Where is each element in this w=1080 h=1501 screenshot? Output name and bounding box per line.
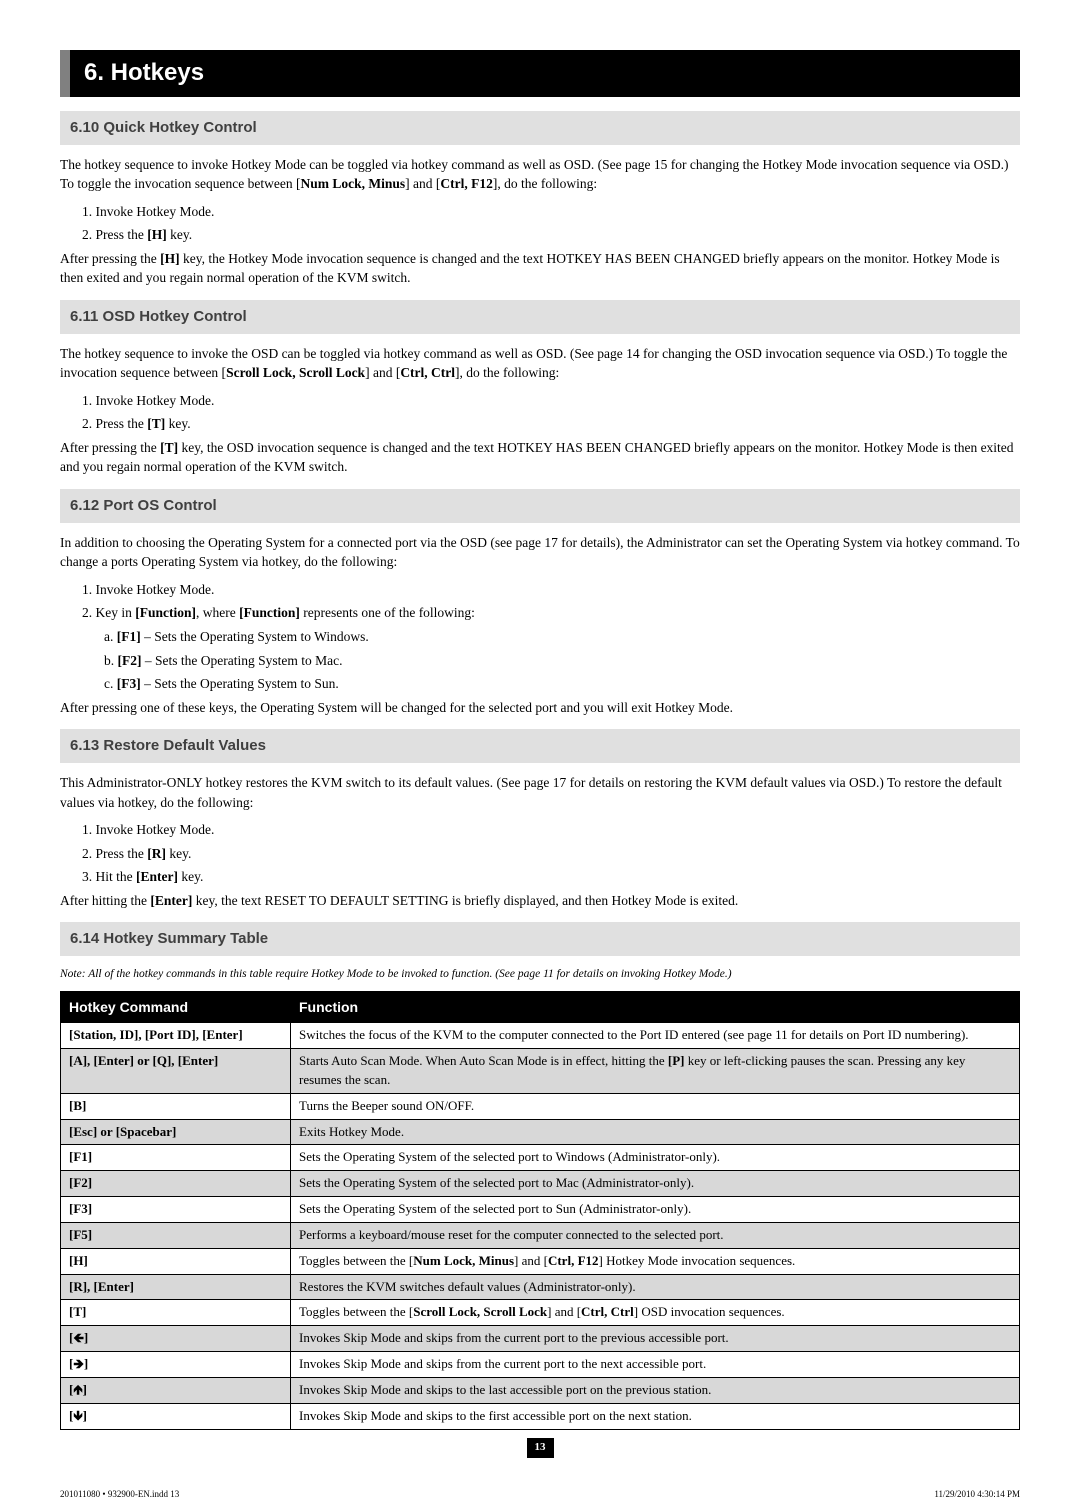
section-612-header: 6.12 Port OS Control xyxy=(60,489,1020,523)
th-command: Hotkey Command xyxy=(61,991,291,1022)
s613-li3: 3. Hit the [Enter] key. xyxy=(82,867,1020,887)
s612-sb: b. [F2] – Sets the Operating System to M… xyxy=(104,651,1020,671)
table-row: [T] Toggles between the [Scroll Lock, Sc… xyxy=(61,1300,1020,1326)
s611-p2: After pressing the [T] key, the OSD invo… xyxy=(60,438,1020,477)
table-row: [Esc] or [Spacebar] Exits Hotkey Mode. xyxy=(61,1119,1020,1145)
s613-p1: This Administrator-ONLY hotkey restores … xyxy=(60,773,1020,812)
page-number: 13 xyxy=(527,1438,554,1458)
s612-sa: a. [F1] – Sets the Operating System to W… xyxy=(104,627,1020,647)
table-row: [H] Toggles between the [Num Lock, Minus… xyxy=(61,1248,1020,1274)
s610-p2: After pressing the [H] key, the Hotkey M… xyxy=(60,249,1020,288)
table-row: [🡹] Invokes Skip Mode and skips to the l… xyxy=(61,1377,1020,1403)
th-function: Function xyxy=(291,991,1020,1022)
s610-li2: 2. Press the [H] key. xyxy=(82,225,1020,245)
s612-p1: In addition to choosing the Operating Sy… xyxy=(60,533,1020,572)
table-row: [B] Turns the Beeper sound ON/OFF. xyxy=(61,1093,1020,1119)
s612-sc: c. [F3] – Sets the Operating System to S… xyxy=(104,674,1020,694)
s611-p1: The hotkey sequence to invoke the OSD ca… xyxy=(60,344,1020,383)
s611-li2: 2. Press the [T] key. xyxy=(82,414,1020,434)
s612-li2: 2. Key in [Function], where [Function] r… xyxy=(82,603,1020,623)
table-row: [F5] Performs a keyboard/mouse reset for… xyxy=(61,1222,1020,1248)
footer: 201011080 • 932900-EN.indd 13 11/29/2010… xyxy=(60,1488,1020,1501)
table-row: [F2] Sets the Operating System of the se… xyxy=(61,1171,1020,1197)
table-row: [Station, ID], [Port ID], [Enter] Switch… xyxy=(61,1023,1020,1049)
table-row: [R], [Enter] Restores the KVM switches d… xyxy=(61,1274,1020,1300)
hotkey-summary-table: Hotkey Command Function [Station, ID], [… xyxy=(60,991,1020,1430)
s610-li1: 1. Invoke Hotkey Mode. xyxy=(82,202,1020,222)
table-row: [🡸] Invokes Skip Mode and skips from the… xyxy=(61,1326,1020,1352)
table-row: [A], [Enter] or [Q], [Enter] Starts Auto… xyxy=(61,1048,1020,1093)
footer-right: 11/29/2010 4:30:14 PM xyxy=(934,1488,1020,1501)
s612-p2: After pressing one of these keys, the Op… xyxy=(60,698,1020,718)
table-row: [🡻] Invokes Skip Mode and skips to the f… xyxy=(61,1403,1020,1429)
s614-note: Note: All of the hotkey commands in this… xyxy=(60,966,1020,983)
s613-p2: After hitting the [Enter] key, the text … xyxy=(60,891,1020,911)
footer-left: 201011080 • 932900-EN.indd 13 xyxy=(60,1488,179,1501)
s610-p1: The hotkey sequence to invoke Hotkey Mod… xyxy=(60,155,1020,194)
s612-li1: 1. Invoke Hotkey Mode. xyxy=(82,580,1020,600)
section-611-header: 6.11 OSD Hotkey Control xyxy=(60,300,1020,334)
section-610-header: 6.10 Quick Hotkey Control xyxy=(60,111,1020,145)
s611-li1: 1. Invoke Hotkey Mode. xyxy=(82,391,1020,411)
table-row: [F1] Sets the Operating System of the se… xyxy=(61,1145,1020,1171)
table-row: [🡺] Invokes Skip Mode and skips from the… xyxy=(61,1352,1020,1378)
chapter-header: 6. Hotkeys xyxy=(60,50,1020,97)
table-row: [F3] Sets the Operating System of the se… xyxy=(61,1197,1020,1223)
section-614-header: 6.14 Hotkey Summary Table xyxy=(60,922,1020,956)
page-number-wrap: 13 xyxy=(60,1436,1020,1458)
section-613-header: 6.13 Restore Default Values xyxy=(60,729,1020,763)
s613-li2: 2. Press the [R] key. xyxy=(82,844,1020,864)
s613-li1: 1. Invoke Hotkey Mode. xyxy=(82,820,1020,840)
